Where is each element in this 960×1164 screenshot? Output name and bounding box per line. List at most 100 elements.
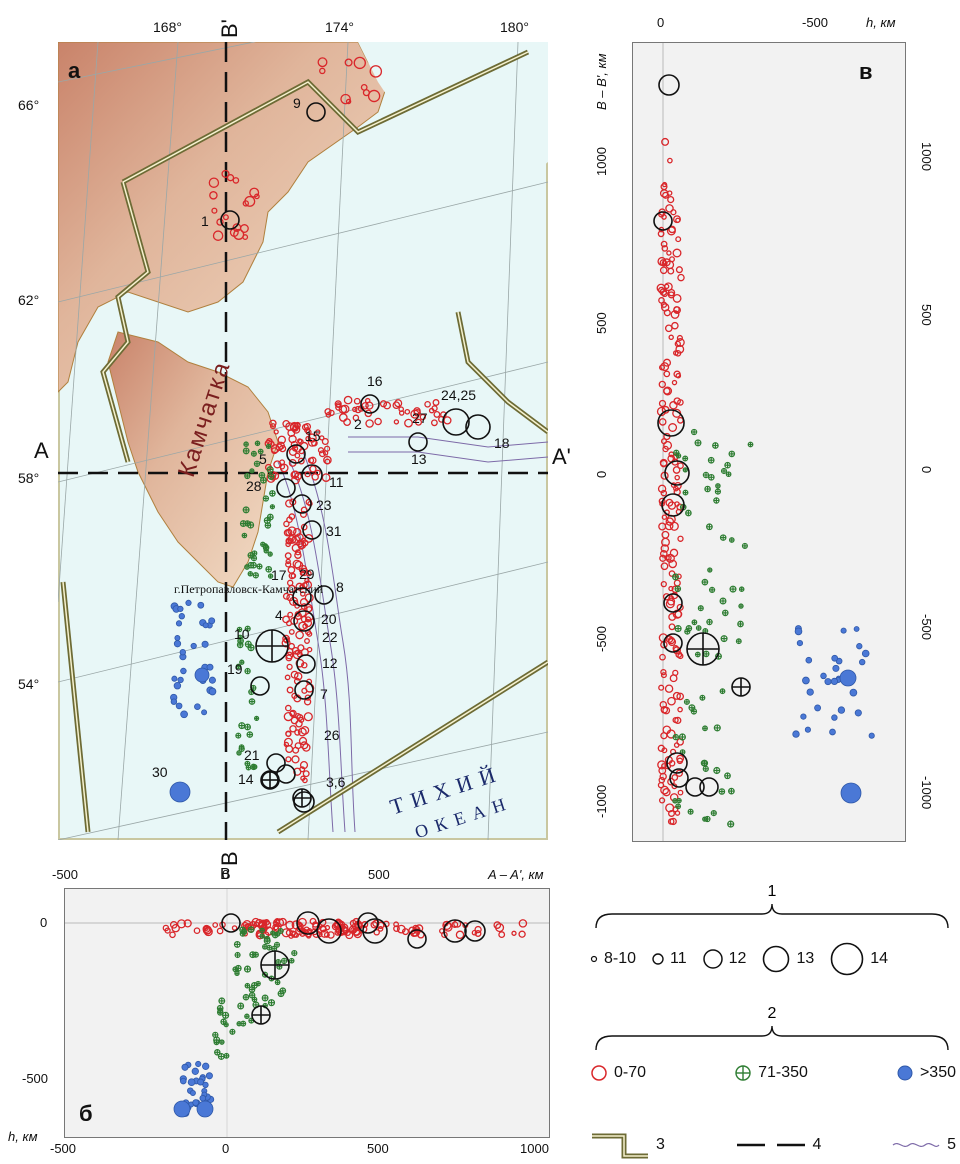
intermediate-event (279, 987, 287, 995)
large-event (296, 911, 320, 935)
intermediate-event (233, 940, 241, 948)
intermediate-event (713, 766, 721, 775)
legend-size-13: 13 (762, 945, 814, 973)
deep-event (794, 627, 803, 636)
shallow-event (292, 746, 300, 754)
shallow-event (392, 401, 401, 410)
lat-label-54: 54° (18, 676, 40, 692)
intermediate-event (674, 585, 682, 593)
shallow-event (668, 760, 676, 767)
deep-event (861, 649, 870, 658)
lat-label-66: 66° (18, 97, 40, 113)
shallow-event (211, 207, 218, 214)
shallow-event (660, 668, 667, 676)
shallow-event (662, 445, 669, 453)
bb-large-events (653, 74, 751, 797)
profile-bb-panel: в (632, 42, 906, 842)
large-event (316, 918, 342, 944)
aa-intermediate-events (212, 926, 298, 1060)
shallow-event (393, 925, 400, 932)
intermediate-event (685, 624, 693, 632)
large-event (294, 680, 314, 700)
intermediate-event (248, 991, 256, 999)
shallow-event (659, 653, 666, 661)
shallow-event (667, 818, 675, 825)
shallow-event (319, 67, 326, 75)
shallow-event (305, 429, 312, 436)
event-number-label: 20 (321, 611, 337, 627)
shallow-event (675, 372, 682, 379)
deep-event (170, 698, 178, 705)
shallow-event (273, 429, 279, 435)
size-8-10-icon (590, 955, 598, 963)
shallow-event (295, 658, 305, 668)
intermediate-event (701, 578, 709, 586)
shallow-event (285, 730, 292, 737)
deep-event (824, 678, 832, 686)
deep-event (856, 643, 863, 650)
shallow-event (677, 789, 684, 796)
event-number-label: 4 (275, 607, 283, 623)
profile-a-start: A (34, 438, 49, 463)
intermediate-event (700, 759, 708, 767)
bb-top-tick-2: -500 (802, 15, 829, 30)
profile-aa-panel: б (64, 888, 550, 1138)
panel-letter-v: в (859, 59, 873, 84)
deep-dot-icon (897, 1065, 913, 1081)
intermediate-event (721, 609, 729, 617)
shallow-event (658, 684, 665, 691)
deep-event (194, 667, 210, 683)
shallow-event (667, 636, 676, 645)
deep-event (814, 704, 822, 712)
intermediate-event (728, 450, 736, 458)
shallow-event (269, 474, 276, 481)
shallow-event (285, 620, 293, 627)
deep-event (830, 677, 839, 686)
shallow-event (671, 321, 679, 330)
intermediate-event (682, 489, 689, 496)
intermediate-event (275, 959, 282, 965)
shallow-event (287, 566, 296, 574)
intermediate-event (702, 816, 708, 822)
city-label: г.Петропавловск-Камчатский (174, 582, 324, 596)
shallow-event (396, 924, 406, 934)
intermediate-event (250, 981, 258, 989)
aa-deep-events (173, 1060, 215, 1118)
deep-event (189, 1090, 196, 1096)
shallow-event (292, 559, 302, 569)
intermediate-event (678, 733, 686, 741)
shallow-event (383, 401, 392, 410)
shallow-event (518, 919, 528, 928)
bb-top-tick-1: 0 (657, 15, 665, 30)
shallow-event (353, 56, 366, 70)
shallow-event (271, 447, 278, 455)
intermediate-event (263, 937, 271, 945)
shallow-event (343, 395, 353, 405)
shallow-event (271, 471, 280, 480)
large-event (301, 464, 323, 486)
deep-event (180, 710, 188, 719)
shallow-event (666, 250, 672, 256)
large-event (221, 913, 241, 933)
shallow-event (419, 413, 427, 421)
aa-bottom-tick-4: 1000 (520, 1141, 549, 1156)
event-number-label: 13 (411, 451, 427, 467)
event-number-label: 12 (322, 655, 338, 671)
shallow-event (673, 579, 681, 587)
shallow-event (303, 712, 313, 722)
intermediate-event (288, 957, 295, 964)
legend-group2-number: 2 (768, 1005, 777, 1022)
shallow-event (305, 570, 312, 577)
shallow-event (662, 788, 671, 797)
map-canvas (58, 42, 548, 840)
shallow-event (674, 474, 680, 481)
shallow-event (300, 775, 306, 781)
shallow-event (659, 554, 667, 562)
event-number-label: 11 (329, 474, 344, 490)
intermediate-event (672, 573, 679, 581)
shallow-event (660, 362, 670, 372)
shallow-event (443, 416, 452, 425)
shallow-event (176, 919, 187, 929)
shallow-event (216, 218, 224, 226)
intermediate-event (270, 930, 276, 936)
